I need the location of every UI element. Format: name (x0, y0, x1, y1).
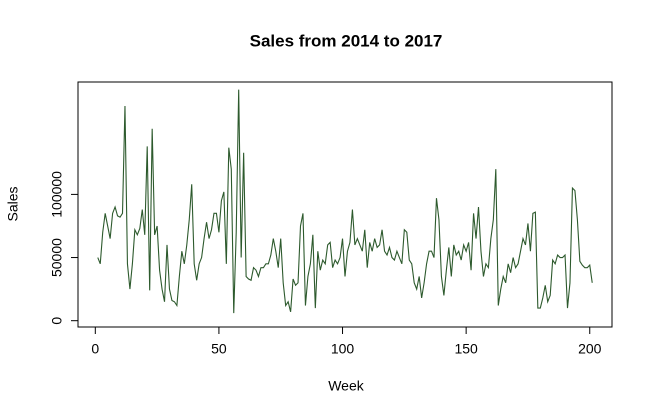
y-tick-label: 50000 (49, 238, 65, 277)
y-tick-label: 100000 (49, 171, 65, 218)
y-axis-label: Sales (5, 186, 21, 221)
sales-line (97, 89, 593, 314)
x-tick-label: 0 (91, 341, 99, 357)
x-tick-label: 200 (578, 341, 602, 357)
chart-title: Sales from 2014 to 2017 (250, 31, 443, 50)
plot-box (77, 81, 613, 328)
x-tick-label: 150 (454, 341, 478, 357)
x-tick-label: 100 (331, 341, 355, 357)
y-tick-label: 0 (49, 317, 65, 325)
x-tick-label: 50 (211, 341, 227, 357)
x-axis-label: Week (328, 378, 365, 394)
